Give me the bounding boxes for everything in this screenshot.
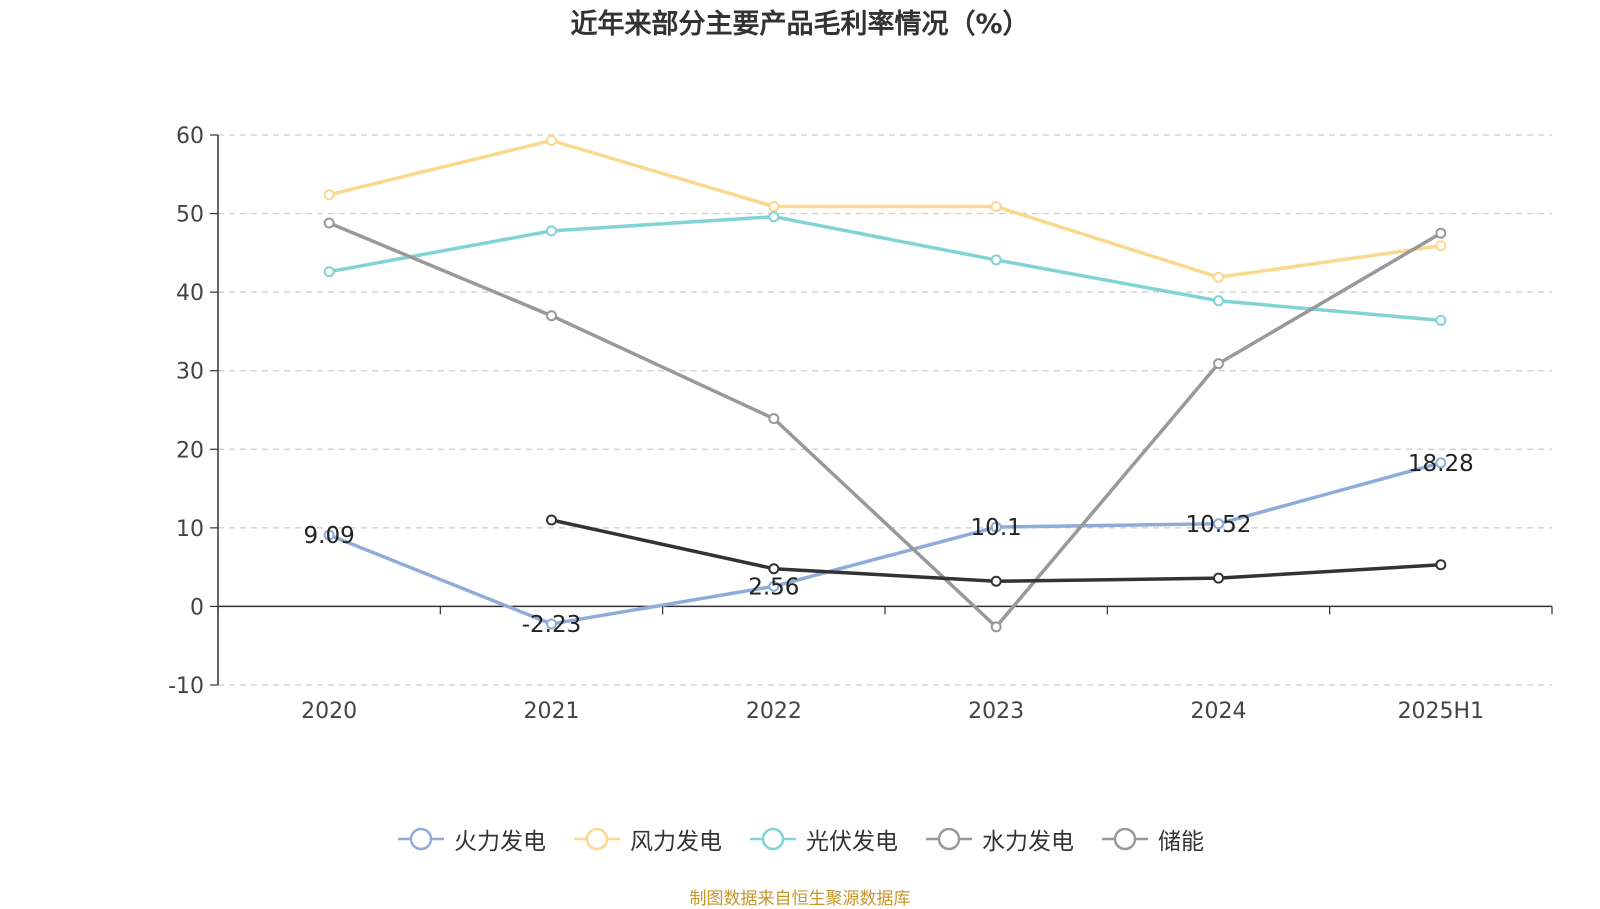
data-point xyxy=(990,201,1002,212)
data-point xyxy=(1435,559,1447,571)
data-point xyxy=(990,254,1002,266)
legend-marker-icon xyxy=(926,827,972,851)
data-point xyxy=(1435,314,1447,326)
series-line xyxy=(328,221,1442,629)
data-point xyxy=(323,266,335,278)
x-tick-label: 2023 xyxy=(968,699,1024,724)
data-point xyxy=(990,575,1002,587)
data-point xyxy=(546,310,557,322)
data-point xyxy=(768,201,780,212)
legend-label: 光伏发电 xyxy=(806,829,898,855)
data-point xyxy=(323,529,335,541)
data-point xyxy=(768,211,780,223)
data-label: 9.09 xyxy=(304,523,355,549)
data-label: 10.52 xyxy=(1186,512,1252,538)
data-point xyxy=(546,618,557,630)
data-point xyxy=(1213,271,1224,283)
data-point xyxy=(768,580,780,592)
data-label: 2.56 xyxy=(748,574,799,600)
x-tick-label: 2020 xyxy=(301,699,357,724)
y-tick-label: 40 xyxy=(176,281,204,306)
legend-label: 储能 xyxy=(1158,829,1204,855)
legend-label: 火力发电 xyxy=(454,829,546,855)
legend-marker-icon xyxy=(1102,827,1148,851)
data-label: -2.23 xyxy=(522,612,582,638)
data-point xyxy=(768,413,780,425)
data-point xyxy=(546,135,557,146)
chart-title: 近年来部分主要产品毛利率情况（%） xyxy=(570,9,1030,40)
data-point xyxy=(1435,240,1447,252)
series-line xyxy=(328,214,1441,323)
legend-item[interactable]: 火力发电 xyxy=(396,822,546,856)
legend-label: 风力发电 xyxy=(630,829,722,855)
data-point xyxy=(990,621,1002,633)
legend-item[interactable]: 风力发电 xyxy=(572,822,722,856)
data-point xyxy=(1213,518,1224,530)
x-tick-label: 2021 xyxy=(524,699,580,724)
data-point xyxy=(546,225,557,237)
y-tick-label: 60 xyxy=(176,124,204,149)
legend-marker-icon xyxy=(398,827,444,851)
x-tick-label: 2024 xyxy=(1191,699,1247,724)
legend-marker-icon xyxy=(750,827,796,851)
data-point xyxy=(990,521,1002,533)
legend-item[interactable]: 水力发电 xyxy=(924,822,1074,856)
legend: 火力发电 风力发电 光伏发电 水力发电 储能 xyxy=(0,822,1600,856)
data-label: 18.28 xyxy=(1408,451,1474,477)
legend-item[interactable]: 储能 xyxy=(1100,822,1204,856)
y-tick-label: 30 xyxy=(176,360,204,385)
legend-label: 水力发电 xyxy=(982,829,1074,855)
series-line xyxy=(328,461,1442,626)
y-tick-label: 0 xyxy=(190,595,204,620)
source-note: 制图数据来自恒生聚源数据库 xyxy=(689,889,911,909)
data-point xyxy=(1435,227,1447,239)
data-point xyxy=(1213,295,1224,307)
legend-item[interactable]: 光伏发电 xyxy=(748,822,898,856)
data-point xyxy=(546,514,557,526)
data-point xyxy=(1213,572,1224,584)
data-point xyxy=(323,189,335,201)
data-point xyxy=(1213,358,1224,370)
series-line xyxy=(328,138,1442,279)
data-point xyxy=(1435,457,1447,469)
data-label: 10.1 xyxy=(971,515,1022,541)
y-tick-label: 50 xyxy=(176,203,204,228)
data-point xyxy=(768,563,780,575)
y-tick-label: -10 xyxy=(168,674,204,699)
data-point xyxy=(323,217,335,229)
x-tick-label: 2022 xyxy=(746,699,802,724)
legend-marker-icon xyxy=(574,827,620,851)
x-tick-label: 2025H1 xyxy=(1398,699,1485,724)
y-tick-label: 10 xyxy=(176,517,204,542)
y-tick-label: 20 xyxy=(176,438,204,463)
